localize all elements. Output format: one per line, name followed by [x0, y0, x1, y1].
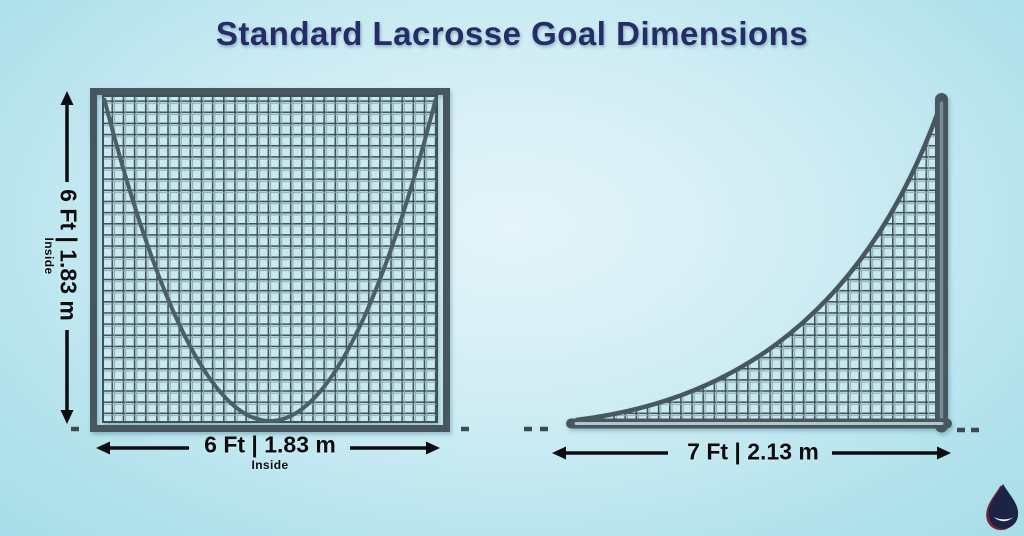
page-title: Standard Lacrosse Goal Dimensions	[215, 15, 809, 52]
side-view-depth-label: 7 Ft | 2.13 m	[687, 438, 819, 465]
front-view-width-label: 6 Ft | 1.83 m	[204, 431, 336, 458]
ground-line-dashes	[71, 426, 979, 433]
front-goal-frame	[90, 88, 450, 432]
front-goal-net	[102, 95, 438, 423]
side-goal-slope-pipe	[575, 111, 941, 423]
side-goal-drawing	[566, 93, 952, 433]
side-goal-net	[576, 112, 941, 421]
front-goal-drawing	[90, 88, 450, 432]
front-view-height-sublabel: Inside	[42, 237, 56, 275]
width-dimension-arrow	[96, 441, 440, 455]
logo-smile	[993, 516, 1014, 522]
front-goal-side-poles	[102, 97, 438, 423]
front-view-width-sublabel: Inside	[251, 458, 289, 472]
front-view-height-label: 6 Ft | 1.83 m	[55, 189, 82, 321]
logo-navy-drop	[988, 483, 1019, 529]
water-drop-logo-icon	[986, 483, 1019, 531]
depth-dimension-arrow	[552, 446, 951, 460]
height-dimension-arrow	[60, 91, 74, 424]
